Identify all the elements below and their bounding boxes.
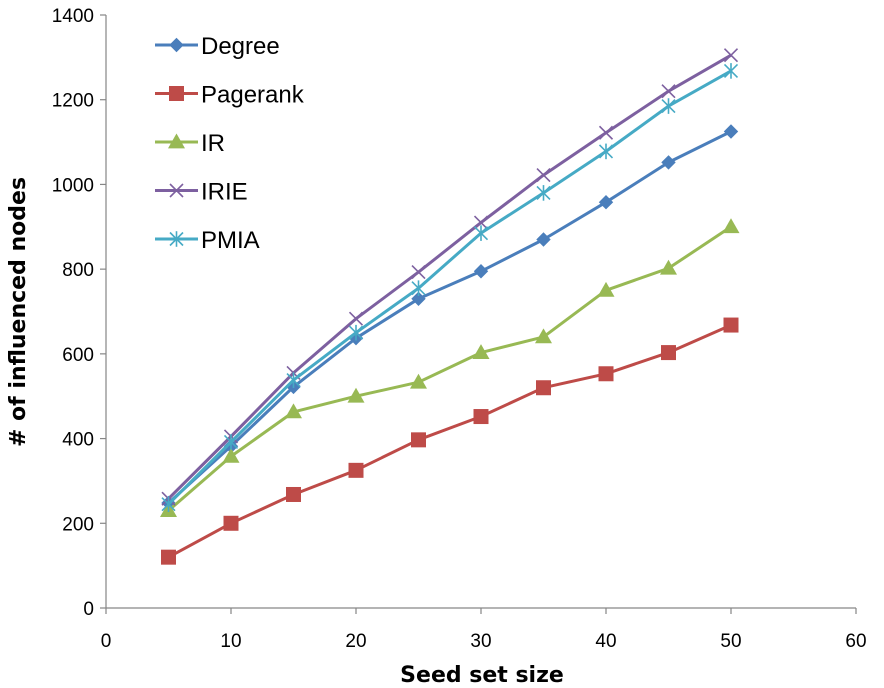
legend-label-pagerank: Pagerank	[201, 82, 305, 109]
data-point-pagerank	[661, 345, 676, 361]
data-point-pmia	[473, 225, 489, 241]
data-point-pmia	[286, 372, 301, 388]
legend-label-degree: Degree	[201, 33, 280, 60]
data-point-ir	[722, 218, 740, 234]
data-point-ir	[222, 447, 240, 463]
data-point-irie	[473, 215, 489, 230]
legend-marker-pagerank	[169, 86, 184, 101]
data-point-ir	[472, 344, 490, 359]
data-point-pmia	[723, 63, 739, 79]
y-axis-ticks: 0 200 400 600 800 1000 1200 1400	[52, 6, 106, 620]
series-line-pagerank	[167, 323, 732, 559]
legend-label-ir: IR	[201, 130, 225, 157]
data-point-ir	[597, 281, 615, 297]
data-point-pmia	[598, 143, 614, 160]
data-point-pagerank	[536, 380, 551, 396]
y-tick-label: 0	[83, 599, 94, 620]
x-tick-label: 40	[595, 631, 616, 652]
x-tick-label: 20	[345, 631, 366, 652]
data-point-pagerank	[411, 432, 426, 448]
legend-marker-ir	[168, 133, 185, 149]
data-point-pagerank	[223, 515, 239, 531]
data-point-pmia	[411, 280, 426, 297]
data-point-pagerank	[161, 549, 176, 565]
x-axis-title: Seed set size	[400, 663, 564, 688]
data-point-irie	[536, 168, 551, 183]
y-tick-label: 600	[62, 345, 94, 366]
data-point-irie	[661, 84, 676, 99]
data-point-ir	[660, 259, 677, 275]
data-point-pmia	[161, 496, 176, 513]
data-point-pagerank	[598, 366, 614, 382]
data-point-pagerank	[473, 409, 489, 425]
series-layer	[160, 48, 740, 565]
series-degree	[161, 124, 739, 511]
y-tick-label: 1400	[52, 6, 94, 27]
legend-label-irie: IRIE	[201, 179, 248, 206]
series-ir	[160, 218, 740, 517]
series-line-irie	[167, 53, 732, 500]
data-point-ir	[285, 403, 302, 419]
y-tick-label: 800	[62, 260, 94, 281]
y-axis-title: # of influenced nodes	[6, 177, 31, 447]
legend-marker-pmia	[169, 231, 184, 247]
x-tick-label: 0	[101, 631, 112, 652]
data-point-pagerank	[286, 486, 301, 502]
data-point-irie	[598, 125, 614, 140]
data-point-ir	[410, 373, 427, 389]
data-point-degree	[473, 264, 489, 279]
data-point-irie	[411, 265, 426, 280]
data-point-pagerank	[723, 317, 739, 333]
data-point-pagerank	[348, 462, 364, 478]
y-tick-label: 1200	[52, 91, 94, 112]
x-axis-ticks: 0 10 20 30 40 50 60	[101, 608, 867, 652]
data-point-degree	[661, 155, 676, 170]
y-tick-label: 200	[62, 514, 94, 535]
data-point-irie	[723, 48, 739, 63]
legend: Degree Pagerank IR IRIE PMIA	[155, 33, 305, 254]
series-irie	[161, 48, 739, 506]
data-point-degree	[536, 232, 551, 247]
x-tick-label: 60	[845, 631, 866, 652]
legend-marker-degree	[169, 37, 184, 53]
legend-item-pagerank: Pagerank	[155, 82, 305, 109]
series-pmia	[161, 63, 739, 513]
series-pagerank	[161, 317, 739, 565]
legend-item-ir: IR	[155, 130, 225, 157]
x-tick-label: 50	[720, 631, 741, 652]
data-point-pmia	[223, 434, 239, 450]
data-point-degree	[411, 291, 426, 306]
legend-item-pmia: PMIA	[155, 227, 260, 254]
series-line-ir	[167, 225, 732, 512]
data-point-pmia	[348, 324, 364, 341]
data-point-degree	[598, 195, 614, 210]
y-tick-label: 1000	[52, 175, 94, 196]
legend-item-irie: IRIE	[155, 179, 248, 206]
data-point-pmia	[661, 98, 676, 114]
data-point-pmia	[536, 185, 551, 201]
series-line-pmia	[167, 69, 732, 506]
data-point-degree	[723, 124, 739, 139]
x-tick-label: 30	[470, 631, 491, 652]
x-tick-label: 10	[220, 631, 241, 652]
legend-marker-irie	[169, 183, 184, 198]
legend-label-pmia: PMIA	[201, 227, 260, 254]
y-tick-label: 400	[62, 430, 94, 451]
data-point-ir	[347, 387, 365, 403]
data-point-irie	[348, 311, 364, 326]
series-line-degree	[167, 130, 732, 505]
legend-item-degree: Degree	[155, 33, 280, 60]
data-point-ir	[535, 328, 552, 344]
